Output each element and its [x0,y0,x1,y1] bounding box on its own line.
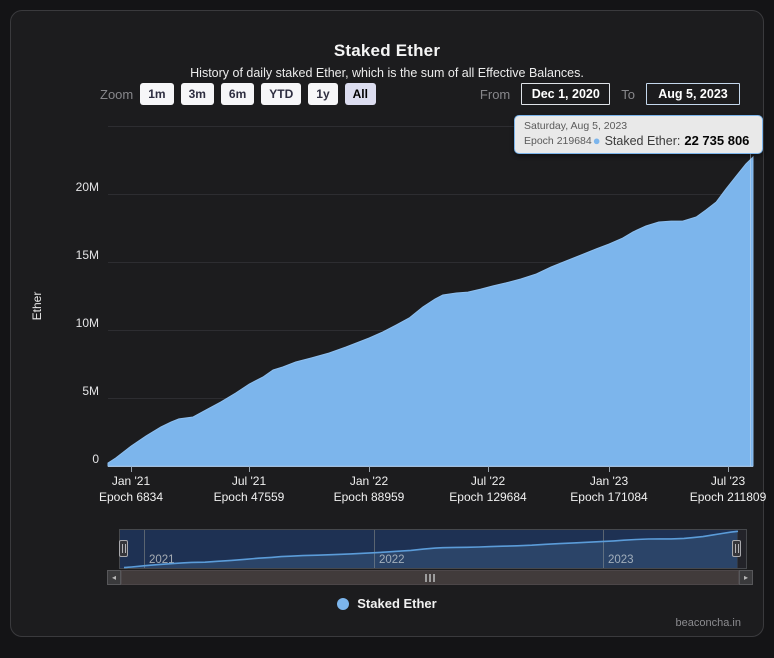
navigator-year-2021: 2021 [149,554,175,566]
x-tick-label: Jul '22 Epoch 129684 [438,473,538,505]
zoom-label: Zoom [100,86,134,102]
legend-label: Staked Ether [357,596,437,611]
x-tick-epoch: Epoch 129684 [449,490,527,504]
legend[interactable]: Staked Ether [11,596,763,611]
chart-tooltip: Saturday, Aug 5, 2023 Epoch 219684 ● Sta… [514,115,763,154]
date-range-group: From Dec 1, 2020 To Aug 5, 2023 [480,83,740,105]
x-tick-month: Jan '23 [589,474,629,488]
x-tickmark [728,466,729,472]
series-dot-icon: ● [592,132,601,148]
zoom-button-group: Zoom 1m 3m 6m YTD 1y All [100,83,376,105]
x-tick-epoch: Epoch 6834 [98,490,164,504]
legend-dot-icon [337,597,350,610]
tooltip-value: 22 735 806 [684,133,750,148]
chart-subtitle: History of daily staked Ether, which is … [190,66,584,80]
to-label: To [621,86,635,102]
range-controls: Zoom 1m 3m 6m YTD 1y All From Dec 1, 202… [11,83,763,107]
gridline-20m [108,194,753,195]
navigator-left-handle[interactable] [119,540,128,557]
scrollbar-right-arrow-icon[interactable]: ▸ [739,570,753,585]
zoom-button-1y[interactable]: 1y [308,83,338,105]
tooltip-date: Saturday, Aug 5, 2023 [524,120,628,132]
crosshair-line [750,128,751,466]
x-tickmark [488,466,489,472]
y-tick-0: 0 [92,452,99,466]
from-label: From [479,86,511,102]
tooltip-epoch: Epoch 219684 [524,134,592,147]
watermark-beaconcha: beaconcha.in [675,617,741,629]
x-tickmark [609,466,610,472]
y-tick-5m: 5M [82,384,99,398]
gridline-15m [108,262,753,263]
scrollbar-thumb[interactable] [121,570,739,585]
staked-ether-area-series[interactable] [107,155,754,467]
gridline-5m [108,398,753,399]
x-tick-month: Jul '21 [231,474,267,488]
x-tick-epoch: Epoch 88959 [333,490,405,504]
x-tick-label: Jan '21 Epoch 6834 [81,473,181,505]
x-tick-label: Jan '22 Epoch 88959 [319,473,419,505]
page-title: Staked Ether [333,41,441,60]
zoom-button-1m[interactable]: 1m [140,83,174,105]
x-axis-line [108,466,753,467]
navigator-year-gridline [144,530,145,568]
x-tick-month: Jan '22 [349,474,389,488]
x-tick-label: Jul '21 Epoch 47559 [199,473,299,505]
x-tick-label: Jul '23 Epoch 211809 [678,473,774,505]
chart-card: Staked Ether History of daily staked Eth… [10,10,766,637]
gridline-25m [108,126,753,127]
x-tickmark [249,466,250,472]
x-tick-month: Jul '22 [470,474,506,488]
x-tick-month: Jan '21 [111,474,151,488]
navigator-unselected-area [737,530,746,568]
x-tick-month: Jul '23 [710,474,746,488]
x-tickmark [369,466,370,472]
zoom-button-3m[interactable]: 3m [180,83,214,105]
scrollbar-left-arrow-icon[interactable]: ◂ [107,570,121,585]
zoom-button-all[interactable]: All [344,83,376,105]
x-tick-epoch: Epoch 47559 [213,490,285,504]
y-axis-title: Ether [30,291,44,321]
x-tick-epoch: Epoch 211809 [689,490,767,504]
zoom-button-ytd[interactable]: YTD [261,83,302,105]
tooltip-series-label: Staked Ether: [604,133,681,148]
navigator-year-gridline [603,530,604,568]
navigator[interactable]: 2021 2022 2023 [119,529,747,569]
from-date-input[interactable]: Dec 1, 2020 [521,83,611,105]
zoom-button-6m[interactable]: 6m [220,83,255,105]
y-tick-15m: 15M [75,248,99,262]
y-tick-10m: 10M [75,316,99,330]
y-tick-20m: 20M [75,180,99,194]
x-tickmark [131,466,132,472]
navigator-year-2023: 2023 [608,554,634,566]
to-date-input[interactable]: Aug 5, 2023 [646,83,740,105]
navigator-year-2022: 2022 [379,554,405,566]
gridline-10m [108,330,753,331]
x-tick-label: Jan '23 Epoch 171084 [559,473,659,505]
navigator-right-handle[interactable] [732,540,741,557]
navigator-year-gridline [374,530,375,568]
x-tick-epoch: Epoch 171084 [570,490,648,504]
